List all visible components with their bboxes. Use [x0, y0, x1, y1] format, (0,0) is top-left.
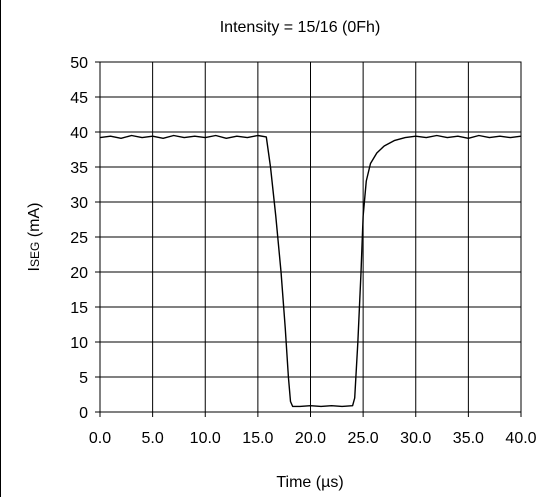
series-line	[99, 134, 522, 408]
x-tick-label: 30.0	[400, 430, 431, 447]
plot-area-frame	[99, 61, 522, 413]
y-tick-label: 50	[70, 55, 88, 72]
y-tick-label: 45	[70, 90, 88, 107]
y-tick-label: 20	[70, 265, 88, 282]
x-axis-label: Time (µs)	[276, 474, 343, 491]
x-tick-label: 20.0	[295, 430, 326, 447]
y-tick-label: 0	[79, 405, 88, 422]
y-tick-label: 30	[70, 195, 88, 212]
y-tick-label: 40	[70, 125, 88, 142]
y-axis-label-main: I	[26, 267, 43, 271]
y-axis-label: ISEG (mA)	[26, 203, 43, 272]
y-tick-label: 10	[70, 335, 88, 352]
y-tick-label: 25	[70, 230, 88, 247]
x-tick-label: 35.0	[453, 430, 484, 447]
x-tick-label: 40.0	[505, 430, 536, 447]
x-tick-label: 0.0	[89, 430, 111, 447]
y-tick-label: 15	[70, 300, 88, 317]
y-tick-label: 5	[79, 370, 88, 387]
y-axis-label-subscript: SEG	[28, 242, 42, 267]
x-tick-label: 10.0	[190, 430, 221, 447]
x-tick-label: 25.0	[348, 430, 379, 447]
tick-labels: 0 5 10 15 20 25 30 35 40 45 50 0.0 5.0 10.0 15.0 20.0 25…	[70, 55, 536, 447]
y-tick-label: 35	[70, 160, 88, 177]
y-axis-label-unit: (mA)	[26, 203, 43, 242]
x-tick-label: 15.0	[242, 430, 273, 447]
x-tick-label: 5.0	[142, 430, 164, 447]
data-series	[99, 134, 522, 408]
chart-title: Intensity = 15/16 (0Fh)	[220, 19, 381, 36]
